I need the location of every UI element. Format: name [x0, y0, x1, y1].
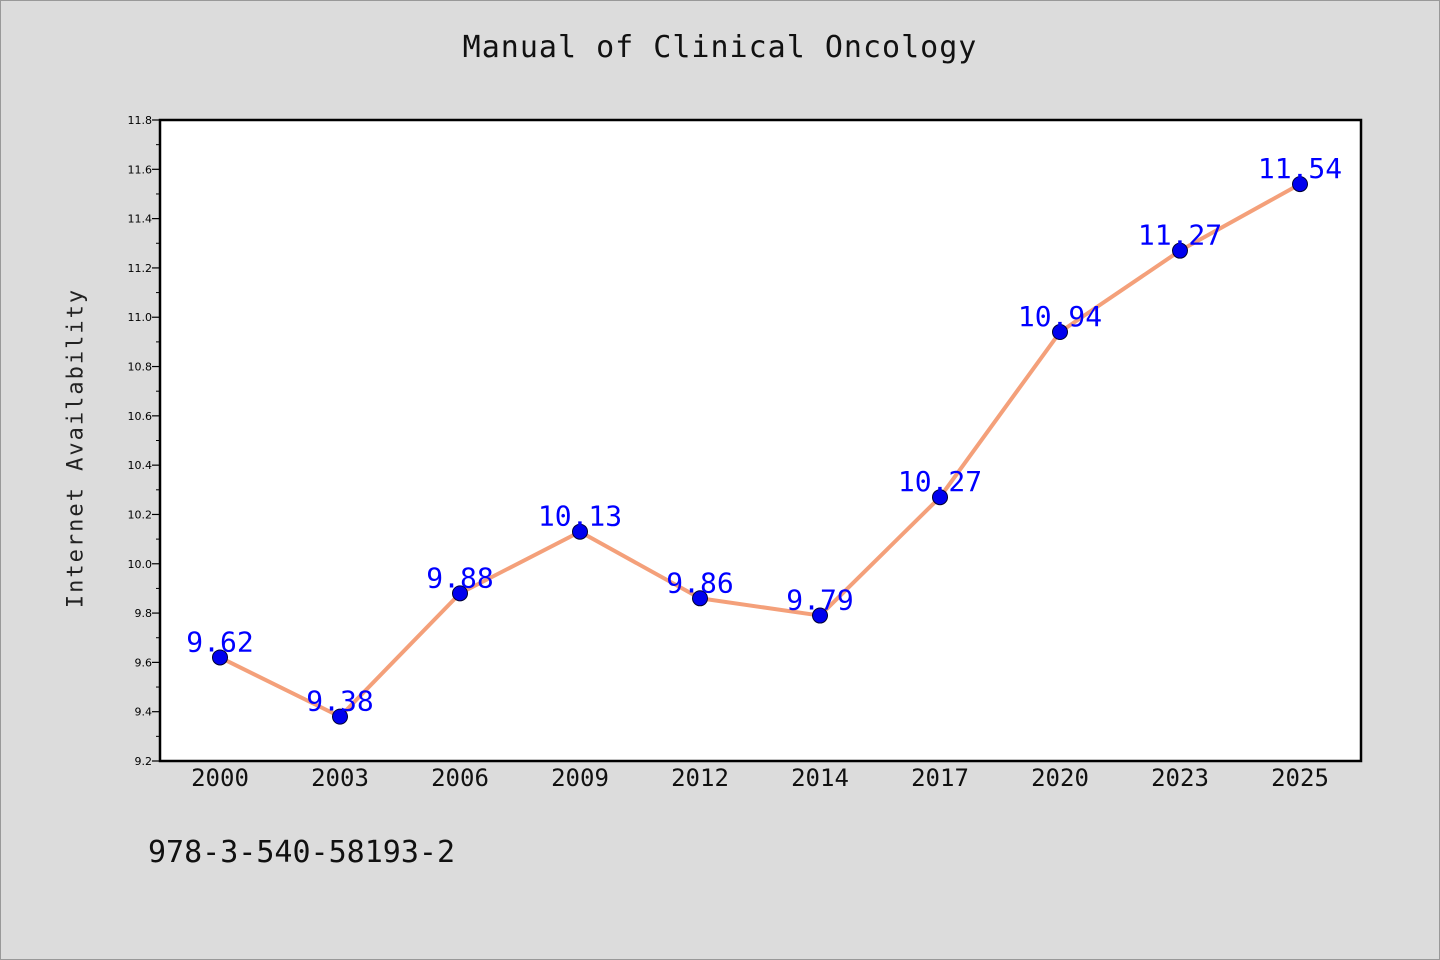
x-tick-label: 2003	[311, 764, 369, 792]
data-label: 11.27	[1138, 219, 1222, 252]
isbn-text: 978-3-540-58193-2	[148, 835, 456, 870]
x-tick-label: 2012	[671, 764, 729, 792]
y-tick-label: 9.4	[135, 706, 153, 719]
y-axis-label: Internet Availability	[63, 287, 89, 609]
data-label: 11.54	[1258, 152, 1342, 185]
y-tick-label: 9.8	[135, 607, 153, 620]
y-tick-label: 11.8	[128, 114, 153, 127]
x-tick-label: 2025	[1271, 764, 1329, 792]
data-label: 9.38	[306, 685, 373, 718]
data-point	[452, 585, 468, 602]
data-point	[1052, 324, 1068, 341]
y-tick-label: 10.4	[128, 459, 153, 472]
y-tick-label: 10.2	[128, 508, 153, 521]
data-point	[932, 489, 948, 506]
y-axis: 9.2 9.4 9.6 9.8 10.0 10.2 10.4 10.6 10.8 11.0 11.2…	[128, 114, 160, 768]
y-tick-label: 10.6	[128, 410, 153, 423]
data-point	[1292, 176, 1308, 193]
data-label: 10.13	[538, 500, 622, 533]
x-tick-label: 2020	[1031, 764, 1089, 792]
y-tick-label: 9.6	[135, 656, 153, 669]
data-point	[212, 649, 228, 666]
data-label: 9.86	[666, 566, 733, 599]
data-label: 9.88	[426, 561, 493, 594]
x-tick-label: 2017	[911, 764, 969, 792]
y-tick-label: 9.2	[135, 755, 153, 768]
y-tick-label: 11.6	[128, 163, 153, 176]
x-tick-label: 2006	[431, 764, 489, 792]
data-label: 10.27	[898, 465, 982, 498]
y-tick-label: 10.0	[128, 558, 153, 571]
series-line	[218, 182, 1302, 719]
y-tick-label: 11.4	[128, 213, 153, 226]
data-point	[572, 523, 588, 540]
data-label: 9.62	[186, 625, 253, 658]
x-tick-label: 2023	[1151, 764, 1209, 792]
y-tick-label: 11.0	[128, 311, 153, 324]
series-group: 9.62 9.38 9.88 10.13 9.86 9.79 10.27 10.94 11.27…	[186, 152, 1342, 725]
y-tick-label: 10.8	[128, 361, 153, 374]
data-label: 9.79	[786, 584, 853, 617]
y-tick-label: 11.2	[128, 262, 153, 275]
x-tick-label: 2009	[551, 764, 609, 792]
x-tick-label: 2014	[791, 764, 849, 792]
data-point	[1172, 242, 1188, 259]
plot-area	[160, 120, 1361, 761]
x-tick-label: 2000	[191, 764, 249, 792]
data-label: 10.94	[1018, 300, 1102, 333]
plot-frame	[158, 118, 1363, 763]
chart-title: Manual of Clinical Oncology	[462, 30, 978, 65]
x-axis: 2000 2003 2006 2009 2012 2014 2017 2020 2023 2025	[191, 764, 1329, 792]
data-point	[692, 590, 708, 607]
data-point	[812, 607, 828, 624]
data-point	[332, 708, 348, 725]
